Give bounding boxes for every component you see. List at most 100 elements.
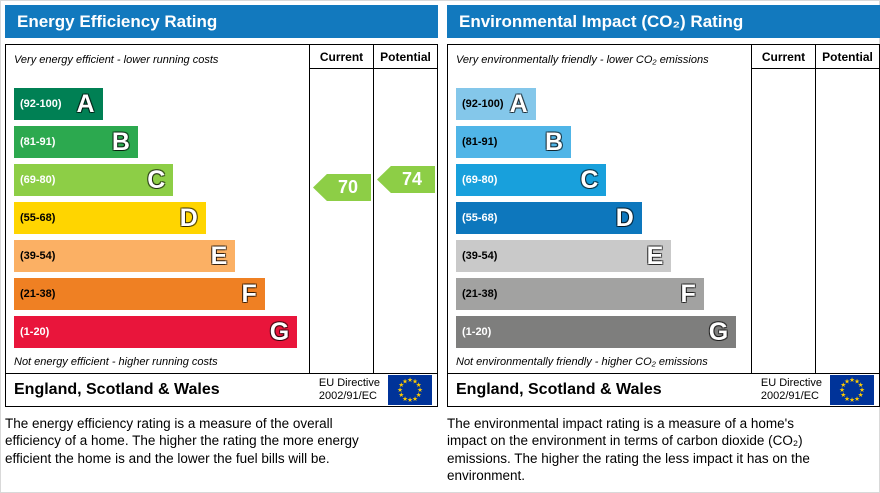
potential-rating-arrow: 74 bbox=[377, 166, 435, 193]
band-range-label: (92-100) bbox=[462, 98, 504, 110]
svg-text:★: ★ bbox=[859, 386, 865, 394]
svg-text:★: ★ bbox=[402, 378, 408, 386]
svg-text:★: ★ bbox=[854, 378, 860, 386]
svg-text:★: ★ bbox=[416, 391, 422, 399]
band-bar-e: (39-54) E bbox=[456, 240, 672, 272]
current-rating-arrow: 70 bbox=[313, 174, 371, 201]
band-bar-f: (21-38) F bbox=[14, 278, 265, 310]
current-column-header: Current bbox=[752, 45, 815, 69]
band-letter-label: F bbox=[241, 279, 257, 308]
top-note: Very environmentally friendly - lower CO… bbox=[456, 54, 709, 66]
band-row-e: (39-54) E bbox=[448, 237, 751, 275]
band-row-g: (1-20) G bbox=[448, 313, 751, 351]
band-bar-b: (81-91) B bbox=[14, 126, 138, 158]
band-row-f: (21-38) F bbox=[448, 275, 751, 313]
potential-column: Potential 74 bbox=[373, 45, 437, 373]
eu-directive-line2: 2002/91/EC bbox=[760, 390, 819, 402]
svg-text:★: ★ bbox=[849, 376, 855, 384]
svg-text:★: ★ bbox=[412, 378, 418, 386]
energy-efficiency-chart: Very energy efficient - lower running co… bbox=[5, 44, 438, 407]
band-bar-d: (55-68) D bbox=[456, 202, 642, 234]
band-letter-label: B bbox=[544, 127, 564, 156]
band-row-c: (69-80) C bbox=[6, 161, 309, 199]
panel-title: Energy Efficiency Rating bbox=[5, 5, 438, 38]
band-row-b: (81-91) B bbox=[6, 123, 309, 161]
band-bar-c: (69-80) C bbox=[14, 164, 174, 196]
band-row-d: (55-68) D bbox=[448, 199, 751, 237]
band-bar-a: (92-100) A bbox=[14, 88, 103, 120]
band-row-b: (81-91) B bbox=[448, 123, 751, 161]
bands-container: (92-100) A (81-91) B (69-80) C (55-68) D (39-54)… bbox=[448, 85, 751, 351]
svg-text:★: ★ bbox=[402, 395, 408, 403]
band-range-label: (39-54) bbox=[462, 250, 498, 262]
eu-directive-line1: EU Directive bbox=[760, 376, 822, 389]
svg-text:★: ★ bbox=[416, 381, 422, 389]
svg-text:★: ★ bbox=[398, 391, 404, 399]
band-row-f: (21-38) F bbox=[6, 275, 309, 313]
band-bar-f: (21-38) F bbox=[456, 278, 704, 310]
potential-column-header: Potential bbox=[374, 45, 437, 69]
band-letter-label: A bbox=[76, 89, 95, 118]
band-row-a: (92-100) A bbox=[6, 85, 309, 123]
region-label: England, Scotland & Wales bbox=[14, 381, 220, 398]
bands-container: (92-100) A (81-91) B (69-80) C (55-68) D (39-54)… bbox=[6, 85, 309, 351]
energy-efficiency-panel: Energy Efficiency Rating Very energy eff… bbox=[5, 5, 438, 484]
environmental-impact-panel: Environmental Impact (CO₂) Rating Very e… bbox=[447, 5, 880, 484]
band-letter-label: D bbox=[615, 203, 634, 232]
band-bar-g: (1-20) G bbox=[456, 316, 737, 348]
band-area: Very environmentally friendly - lower CO… bbox=[448, 45, 751, 373]
current-column-header: Current bbox=[310, 45, 373, 69]
chart-footer: England, Scotland & Wales EU Directive 2… bbox=[6, 373, 437, 406]
band-row-a: (92-100) A bbox=[448, 85, 751, 123]
current-column: Current bbox=[751, 45, 815, 373]
band-bar-g: (1-20) G bbox=[14, 316, 298, 348]
band-letter-label: C bbox=[147, 165, 166, 194]
bottom-note: Not energy efficient - higher running co… bbox=[14, 356, 218, 368]
band-letter-label: G bbox=[269, 317, 290, 346]
band-area: Very energy efficient - lower running co… bbox=[6, 45, 309, 373]
band-bar-c: (69-80) C bbox=[456, 164, 607, 196]
svg-text:★: ★ bbox=[407, 396, 413, 404]
svg-text:★: ★ bbox=[844, 378, 850, 386]
potential-column: Potential bbox=[815, 45, 879, 373]
svg-text:★: ★ bbox=[839, 386, 845, 394]
eu-directive-label: EU Directive 2002/91/EC bbox=[761, 377, 822, 403]
top-note: Very energy efficient - lower running co… bbox=[14, 54, 219, 66]
environmental-impact-chart: Very environmentally friendly - lower CO… bbox=[447, 44, 880, 407]
band-range-label: (81-91) bbox=[462, 136, 498, 148]
band-range-label: (1-20) bbox=[462, 326, 492, 338]
chart-grid: Very energy efficient - lower running co… bbox=[6, 45, 437, 373]
eu-flag-icon: ★ ★ ★ ★ ★ ★ ★ ★ ★ ★ ★ ★ bbox=[388, 375, 432, 405]
band-range-label: (1-20) bbox=[20, 326, 50, 338]
band-row-e: (39-54) E bbox=[6, 237, 309, 275]
band-bar-b: (81-91) B bbox=[456, 126, 572, 158]
svg-text:★: ★ bbox=[849, 396, 855, 404]
band-letter-label: F bbox=[680, 279, 696, 308]
svg-text:★: ★ bbox=[858, 391, 864, 399]
band-range-label: (21-38) bbox=[20, 288, 56, 300]
band-range-label: (69-80) bbox=[20, 174, 56, 186]
band-letter-label: E bbox=[210, 241, 228, 270]
current-column: Current 70 bbox=[309, 45, 373, 373]
svg-text:★: ★ bbox=[407, 376, 413, 384]
band-range-label: (92-100) bbox=[20, 98, 62, 110]
band-range-label: (55-68) bbox=[462, 212, 498, 224]
band-bar-e: (39-54) E bbox=[14, 240, 236, 272]
svg-text:★: ★ bbox=[397, 386, 403, 394]
band-range-label: (39-54) bbox=[20, 250, 56, 262]
svg-text:★: ★ bbox=[840, 391, 846, 399]
band-bar-d: (55-68) D bbox=[14, 202, 206, 234]
region-label: England, Scotland & Wales bbox=[456, 381, 662, 398]
band-letter-label: A bbox=[509, 89, 528, 118]
chart-grid: Very environmentally friendly - lower CO… bbox=[448, 45, 879, 373]
band-range-label: (55-68) bbox=[20, 212, 56, 224]
band-range-label: (81-91) bbox=[20, 136, 56, 148]
svg-text:★: ★ bbox=[417, 386, 423, 394]
band-letter-label: D bbox=[179, 203, 198, 232]
eu-directive-line1: EU Directive bbox=[318, 376, 380, 389]
svg-text:★: ★ bbox=[840, 381, 846, 389]
band-letter-label: G bbox=[708, 317, 729, 346]
svg-text:★: ★ bbox=[398, 381, 404, 389]
band-letter-label: C bbox=[580, 165, 599, 194]
